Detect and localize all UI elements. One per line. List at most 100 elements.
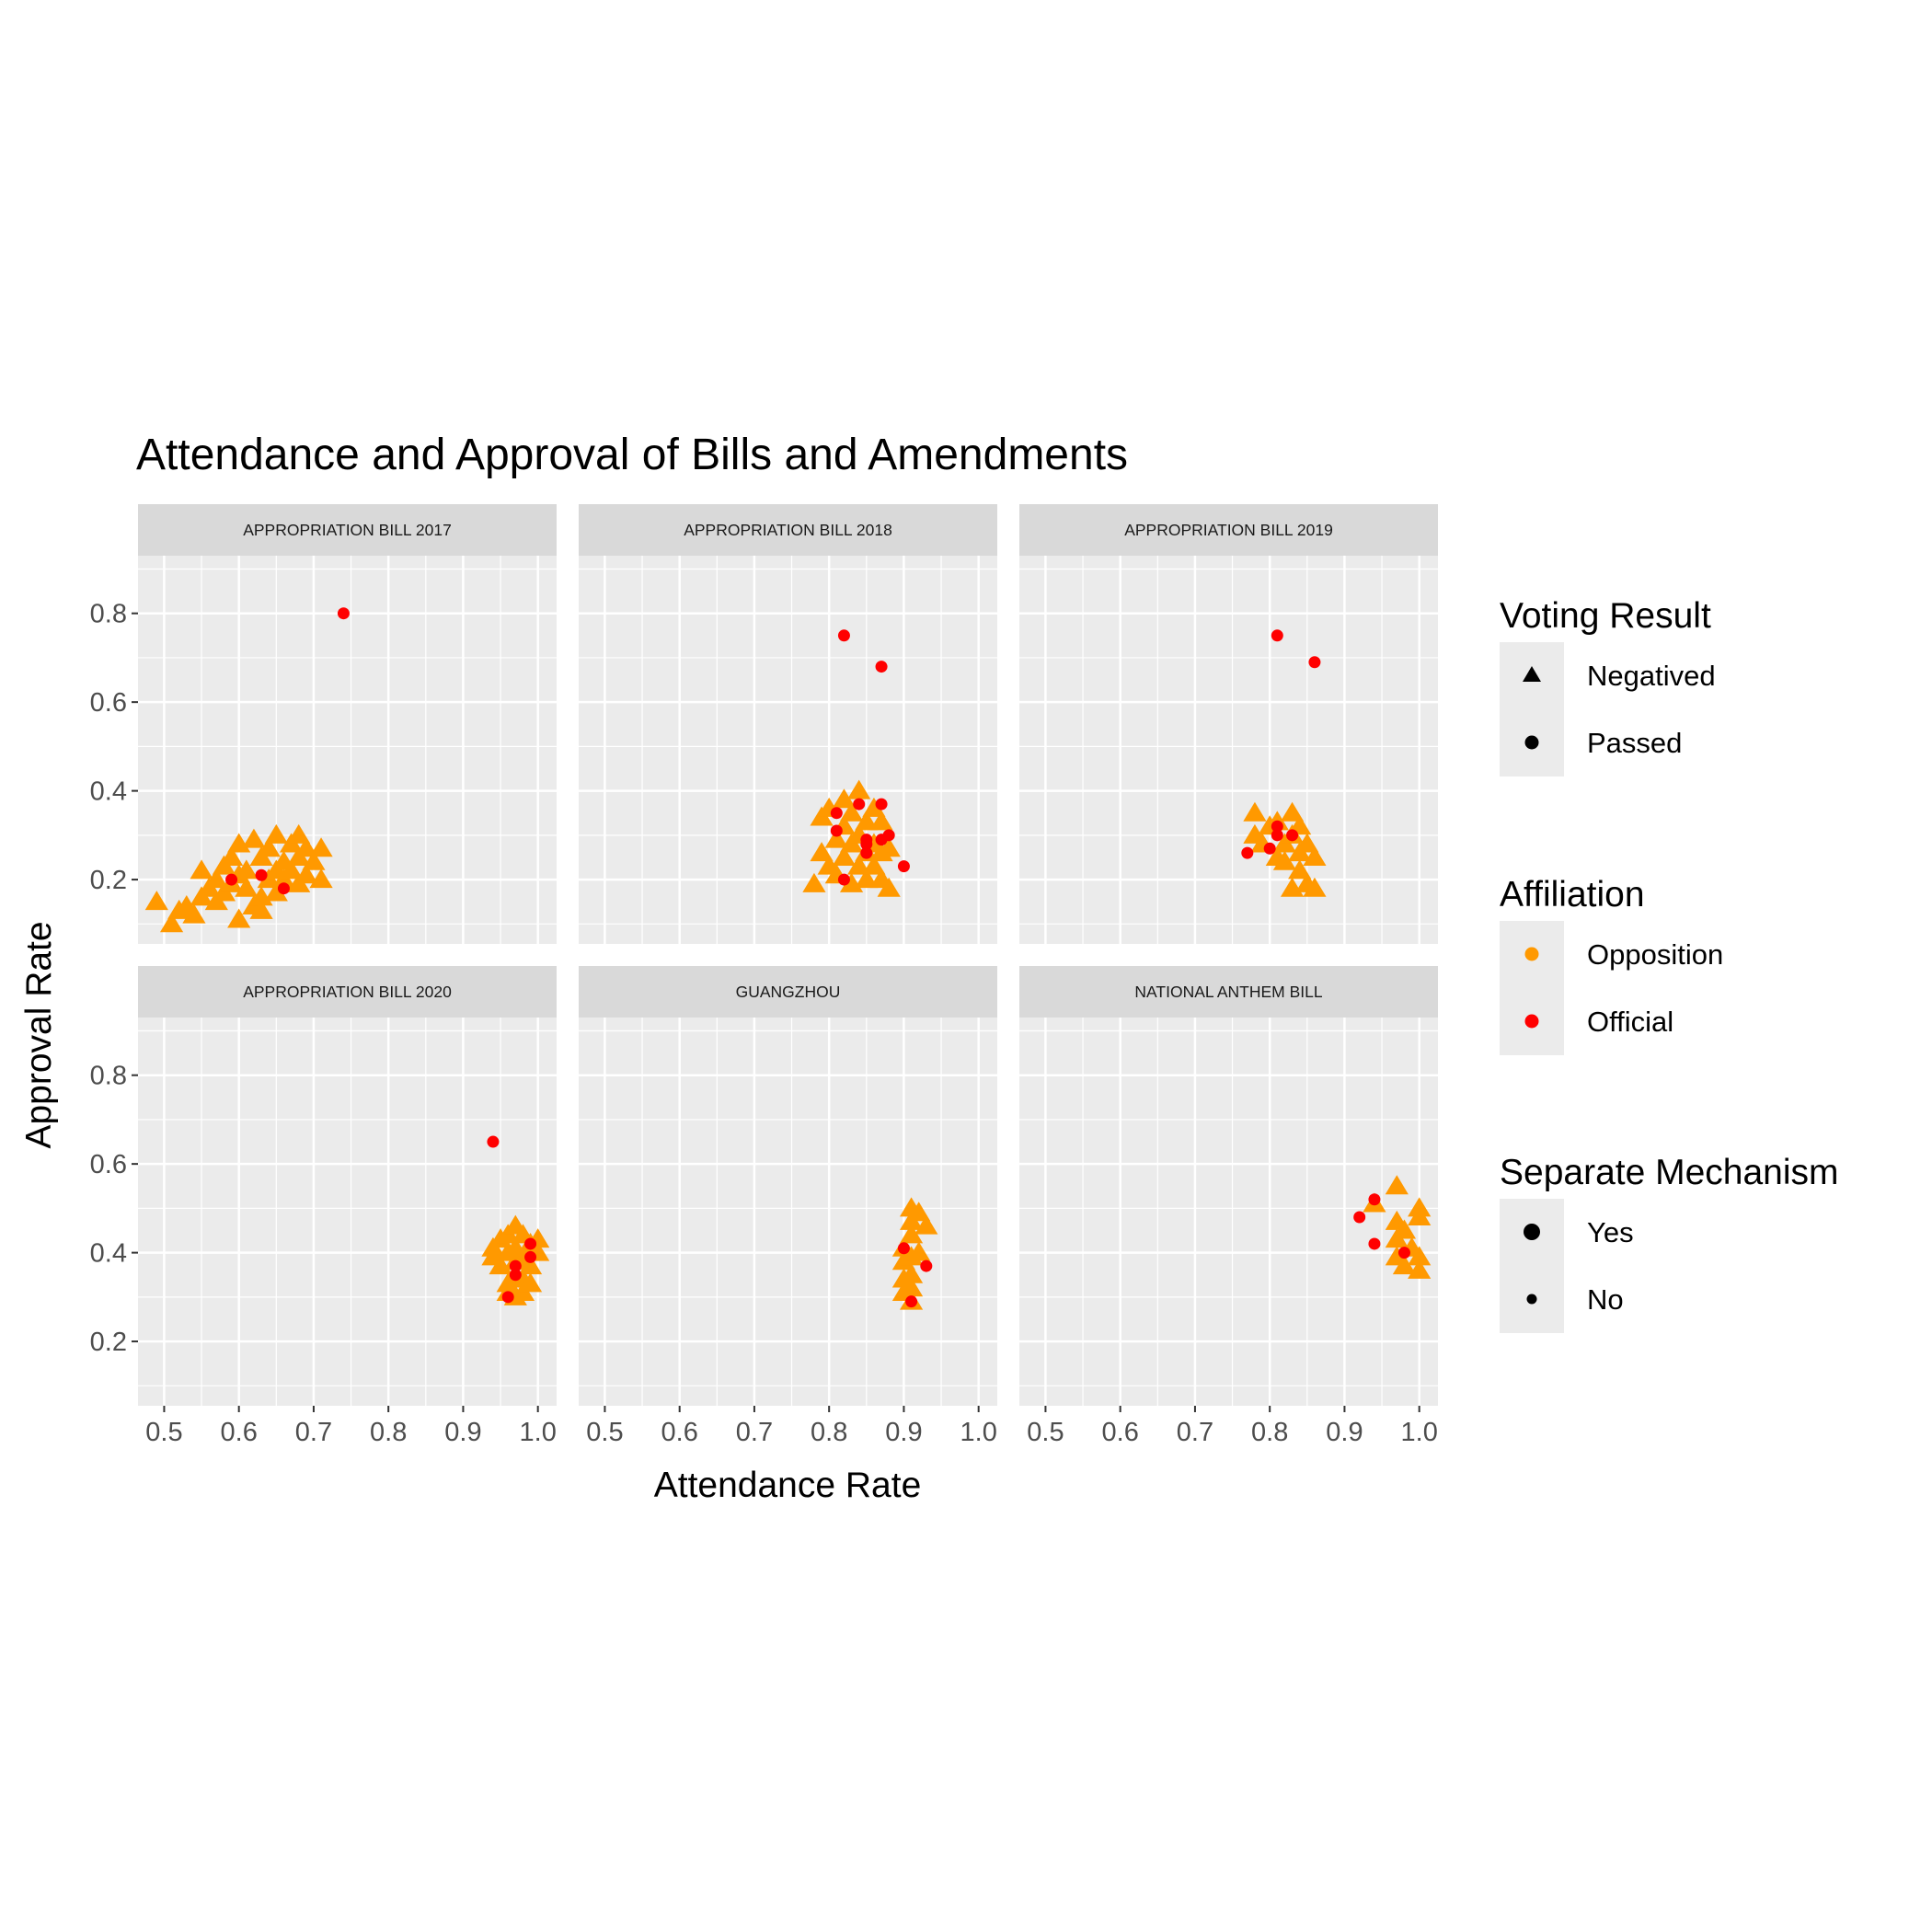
point-opposition-negatived xyxy=(309,837,333,857)
point-official-passed xyxy=(920,1259,933,1272)
point-official-passed xyxy=(225,873,238,886)
x-tick-label: 0.9 xyxy=(885,1418,922,1447)
strip-label: GUANGZHOU xyxy=(736,983,841,1001)
point-official-passed xyxy=(897,860,910,873)
point-official-passed xyxy=(860,837,873,850)
x-tick-label: 0.5 xyxy=(1027,1418,1064,1447)
point-opposition-negatived xyxy=(862,797,886,817)
point-opposition-negatived xyxy=(855,811,879,831)
point-opposition-negatived xyxy=(1303,877,1327,897)
point-official-passed xyxy=(905,1295,918,1308)
point-opposition-negatived xyxy=(204,868,228,889)
point-official-passed xyxy=(255,868,268,881)
point-opposition-negatived xyxy=(257,837,281,857)
point-official-passed xyxy=(1263,842,1276,855)
strip-label: APPROPRIATION BILL 2018 xyxy=(684,521,892,539)
legend-entry-label: Negatived xyxy=(1587,660,1716,692)
point-official-passed xyxy=(1271,629,1283,642)
point-opposition-negatived xyxy=(877,837,901,857)
point-official-passed xyxy=(830,824,843,837)
x-tick-label: 1.0 xyxy=(1401,1418,1438,1447)
point-opposition-negatived xyxy=(182,903,206,924)
point-official-passed xyxy=(1271,820,1283,833)
y-axis-title: Approval Rate xyxy=(19,921,59,1148)
point-official-passed xyxy=(277,882,290,895)
point-opposition-negatived xyxy=(802,872,826,892)
point-official-passed xyxy=(837,629,850,642)
x-tick-label: 0.7 xyxy=(295,1418,332,1447)
legend-voting-result: Voting Result Negatived Passed xyxy=(1500,596,1716,776)
point-opposition-negatived xyxy=(810,842,834,862)
point-opposition-negatived xyxy=(190,859,213,880)
point-official-passed xyxy=(509,1269,522,1282)
point-opposition-negatived xyxy=(309,868,333,889)
point-opposition-negatived xyxy=(1295,833,1319,853)
strip-label: APPROPRIATION BILL 2020 xyxy=(243,983,452,1001)
x-tick-label: 0.7 xyxy=(736,1418,773,1447)
point-opposition-negatived xyxy=(907,1202,931,1222)
point-opposition-negatived xyxy=(862,855,886,875)
point-opposition-negatived xyxy=(1288,859,1312,880)
point-opposition-negatived xyxy=(518,1255,543,1275)
point-official-passed xyxy=(1368,1237,1381,1250)
point-opposition-negatived xyxy=(235,859,259,880)
point-opposition-negatived xyxy=(824,828,848,848)
point-opposition-negatived xyxy=(294,864,318,884)
x-tick-label: 0.9 xyxy=(444,1418,481,1447)
x-tick-label: 0.6 xyxy=(661,1418,698,1447)
point-opposition-negatived xyxy=(855,868,879,889)
strip-background xyxy=(579,504,997,556)
strip-background xyxy=(579,966,997,1018)
legend-entry-label: Official xyxy=(1587,1006,1673,1038)
point-opposition-negatived xyxy=(235,877,259,897)
legend-key-size-icon xyxy=(1526,1294,1537,1305)
point-official-passed xyxy=(501,1291,514,1304)
point-official-passed xyxy=(882,829,895,842)
x-tick-label: 0.5 xyxy=(586,1418,623,1447)
legend-title: Separate Mechanism xyxy=(1500,1153,1839,1192)
legend-affiliation: Affiliation Opposition Official xyxy=(1500,875,1723,1055)
point-official-passed xyxy=(853,798,866,811)
panel-national-anthem-bill: NATIONAL ANTHEM BILL 0.5 0.6 0.7 0.8 0.9 1.0 xyxy=(1019,966,1438,1447)
point-opposition-negatived xyxy=(1243,801,1267,822)
panel-appropriation-bill-2020: APPROPRIATION BILL 2020 0.2 0.4 0.6 0.8 0.5 0.… xyxy=(90,966,557,1447)
y-tick-label: 0.2 xyxy=(90,1328,127,1357)
point-opposition-negatived xyxy=(249,899,273,919)
point-opposition-negatived xyxy=(144,891,168,911)
x-tick-label: 0.8 xyxy=(370,1418,407,1447)
panel-appropriation-bill-2018: APPROPRIATION BILL 2018 xyxy=(579,504,997,944)
point-official-passed xyxy=(1241,846,1254,859)
legend-key-color-icon xyxy=(1524,947,1539,961)
point-opposition-negatived xyxy=(1392,1255,1417,1275)
point-opposition-negatived xyxy=(832,788,857,809)
y-tick-label: 0.6 xyxy=(90,688,127,718)
legend-key-circle-icon xyxy=(1524,735,1539,750)
x-tick-label: 0.6 xyxy=(221,1418,258,1447)
panel-guangzhou: GUANGZHOU 0.5 0.6 0.7 0.8 0.9 1.0 xyxy=(579,966,997,1447)
point-opposition-negatived xyxy=(899,1277,924,1297)
x-tick-label: 0.8 xyxy=(811,1418,847,1447)
point-opposition-negatived xyxy=(1272,850,1297,870)
point-official-passed xyxy=(1271,829,1283,842)
x-tick-label: 0.9 xyxy=(1326,1418,1363,1447)
point-opposition-negatived xyxy=(518,1272,543,1293)
point-opposition-negatived xyxy=(287,823,311,844)
point-official-passed xyxy=(837,873,850,886)
point-official-passed xyxy=(860,846,873,859)
point-opposition-negatived xyxy=(302,850,326,870)
panel-appropriation-bill-2019: APPROPRIATION BILL 2019 xyxy=(1019,504,1438,944)
x-tick-label: 1.0 xyxy=(960,1418,997,1447)
point-opposition-negatived xyxy=(869,811,893,831)
legend-key-triangle-icon xyxy=(1523,666,1541,682)
point-official-passed xyxy=(487,1135,500,1148)
point-opposition-negatived xyxy=(264,823,288,844)
point-opposition-negatived xyxy=(1392,1219,1417,1239)
y-tick-label: 0.6 xyxy=(90,1150,127,1179)
point-opposition-negatived xyxy=(847,855,871,875)
panels: APPROPRIATION BILL 20170.20.40.60.8APPRO… xyxy=(90,504,1438,1447)
point-official-passed xyxy=(509,1259,522,1272)
point-opposition-negatived xyxy=(219,845,244,866)
point-opposition-negatived xyxy=(899,1263,924,1283)
strip-background xyxy=(138,966,557,1018)
